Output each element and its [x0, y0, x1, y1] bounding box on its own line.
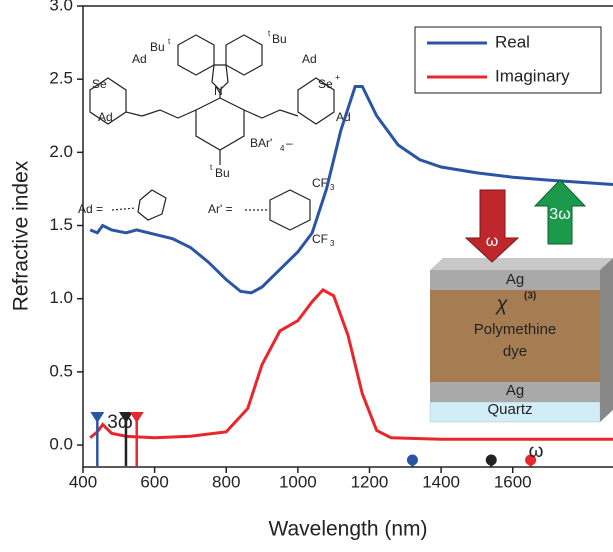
x-tick-label: 1000 [279, 472, 317, 491]
marker-head [129, 412, 144, 423]
molecule-label: t [210, 163, 213, 172]
molecule-label: Se [318, 77, 333, 91]
marker-head [118, 412, 133, 423]
y-tick-label: 2.5 [49, 69, 73, 88]
layer-label: Ag [506, 271, 524, 288]
molecule-label: Bu [215, 166, 230, 180]
marker-head [485, 454, 497, 466]
legend-box [414, 26, 602, 94]
molecule-label: 3 [330, 239, 335, 248]
wavelength-marker [129, 412, 144, 466]
molecule-label: Ad [302, 52, 317, 66]
layer-label: Quartz [487, 401, 532, 418]
marker-head [90, 412, 105, 423]
x-tick-label: 1200 [351, 472, 389, 491]
arrow-label: 3ω [549, 206, 570, 223]
device-inset: ω 3ω Ag χ (3) Polymethine dye Ag Quartz [429, 179, 613, 423]
annotation: ω [529, 441, 544, 462]
wavelength-marker [525, 454, 537, 467]
molecule-label: Ar' = [208, 202, 233, 216]
y-tick-label: 3.0 [49, 0, 73, 14]
marker-head [406, 454, 418, 466]
y-axis-label: Refractive index [10, 160, 33, 311]
molecule-label: t [168, 37, 171, 46]
layer-label: Polymethine [474, 321, 557, 338]
molecule-label: Se [92, 77, 107, 91]
x-axis-label: Wavelength (nm) [268, 518, 427, 541]
molecule-label: + [335, 72, 340, 82]
arrow-label: ω [486, 233, 499, 250]
wavelength-marker [118, 412, 133, 466]
x-tick-label: 400 [69, 472, 97, 491]
x-tick-label: 800 [212, 472, 240, 491]
y-tick-label: 0.0 [49, 435, 73, 454]
legend-label: Imaginary [495, 66, 570, 85]
layer-label: Ag [506, 382, 524, 399]
y-tick-label: 2.0 [49, 142, 73, 161]
wavelength-marker [90, 412, 105, 466]
molecule-label: 4 [280, 144, 285, 153]
molecule-label: Ad [132, 52, 147, 66]
molecule-label: CF [312, 232, 328, 246]
molecule-label: CF [312, 176, 328, 190]
y-tick-label: 1.0 [49, 288, 73, 307]
y-tick-label: 1.5 [49, 215, 73, 234]
axis-frame [82, 5, 613, 468]
line-series [89, 288, 613, 441]
wavelength-marker [406, 454, 418, 467]
legend-label: Real [495, 32, 530, 51]
molecule-label: 3 [330, 183, 335, 192]
molecule-label: N [214, 84, 223, 98]
wavelength-marker [485, 454, 497, 467]
x-tick-label: 600 [140, 472, 168, 491]
annotation: 3ω [107, 412, 133, 433]
molecule-label: BAr' [250, 136, 272, 150]
marker-head [525, 454, 537, 466]
molecule-label: Ad = [78, 202, 103, 216]
molecule-label: Bu [272, 32, 287, 46]
chi-label: (3) [524, 291, 536, 302]
molecule-label: t [268, 29, 271, 38]
molecule-label: Bu [150, 40, 165, 54]
chi-label: χ [495, 293, 509, 315]
layer-label: dye [503, 343, 527, 360]
x-tick-label: 1600 [494, 472, 532, 491]
molecule-label: Ad [98, 110, 113, 124]
molecule [89, 34, 335, 231]
line-series [89, 84, 613, 295]
molecule-label: – [286, 136, 293, 150]
x-tick-label: 1400 [422, 472, 460, 491]
y-tick-label: 0.5 [49, 361, 73, 380]
